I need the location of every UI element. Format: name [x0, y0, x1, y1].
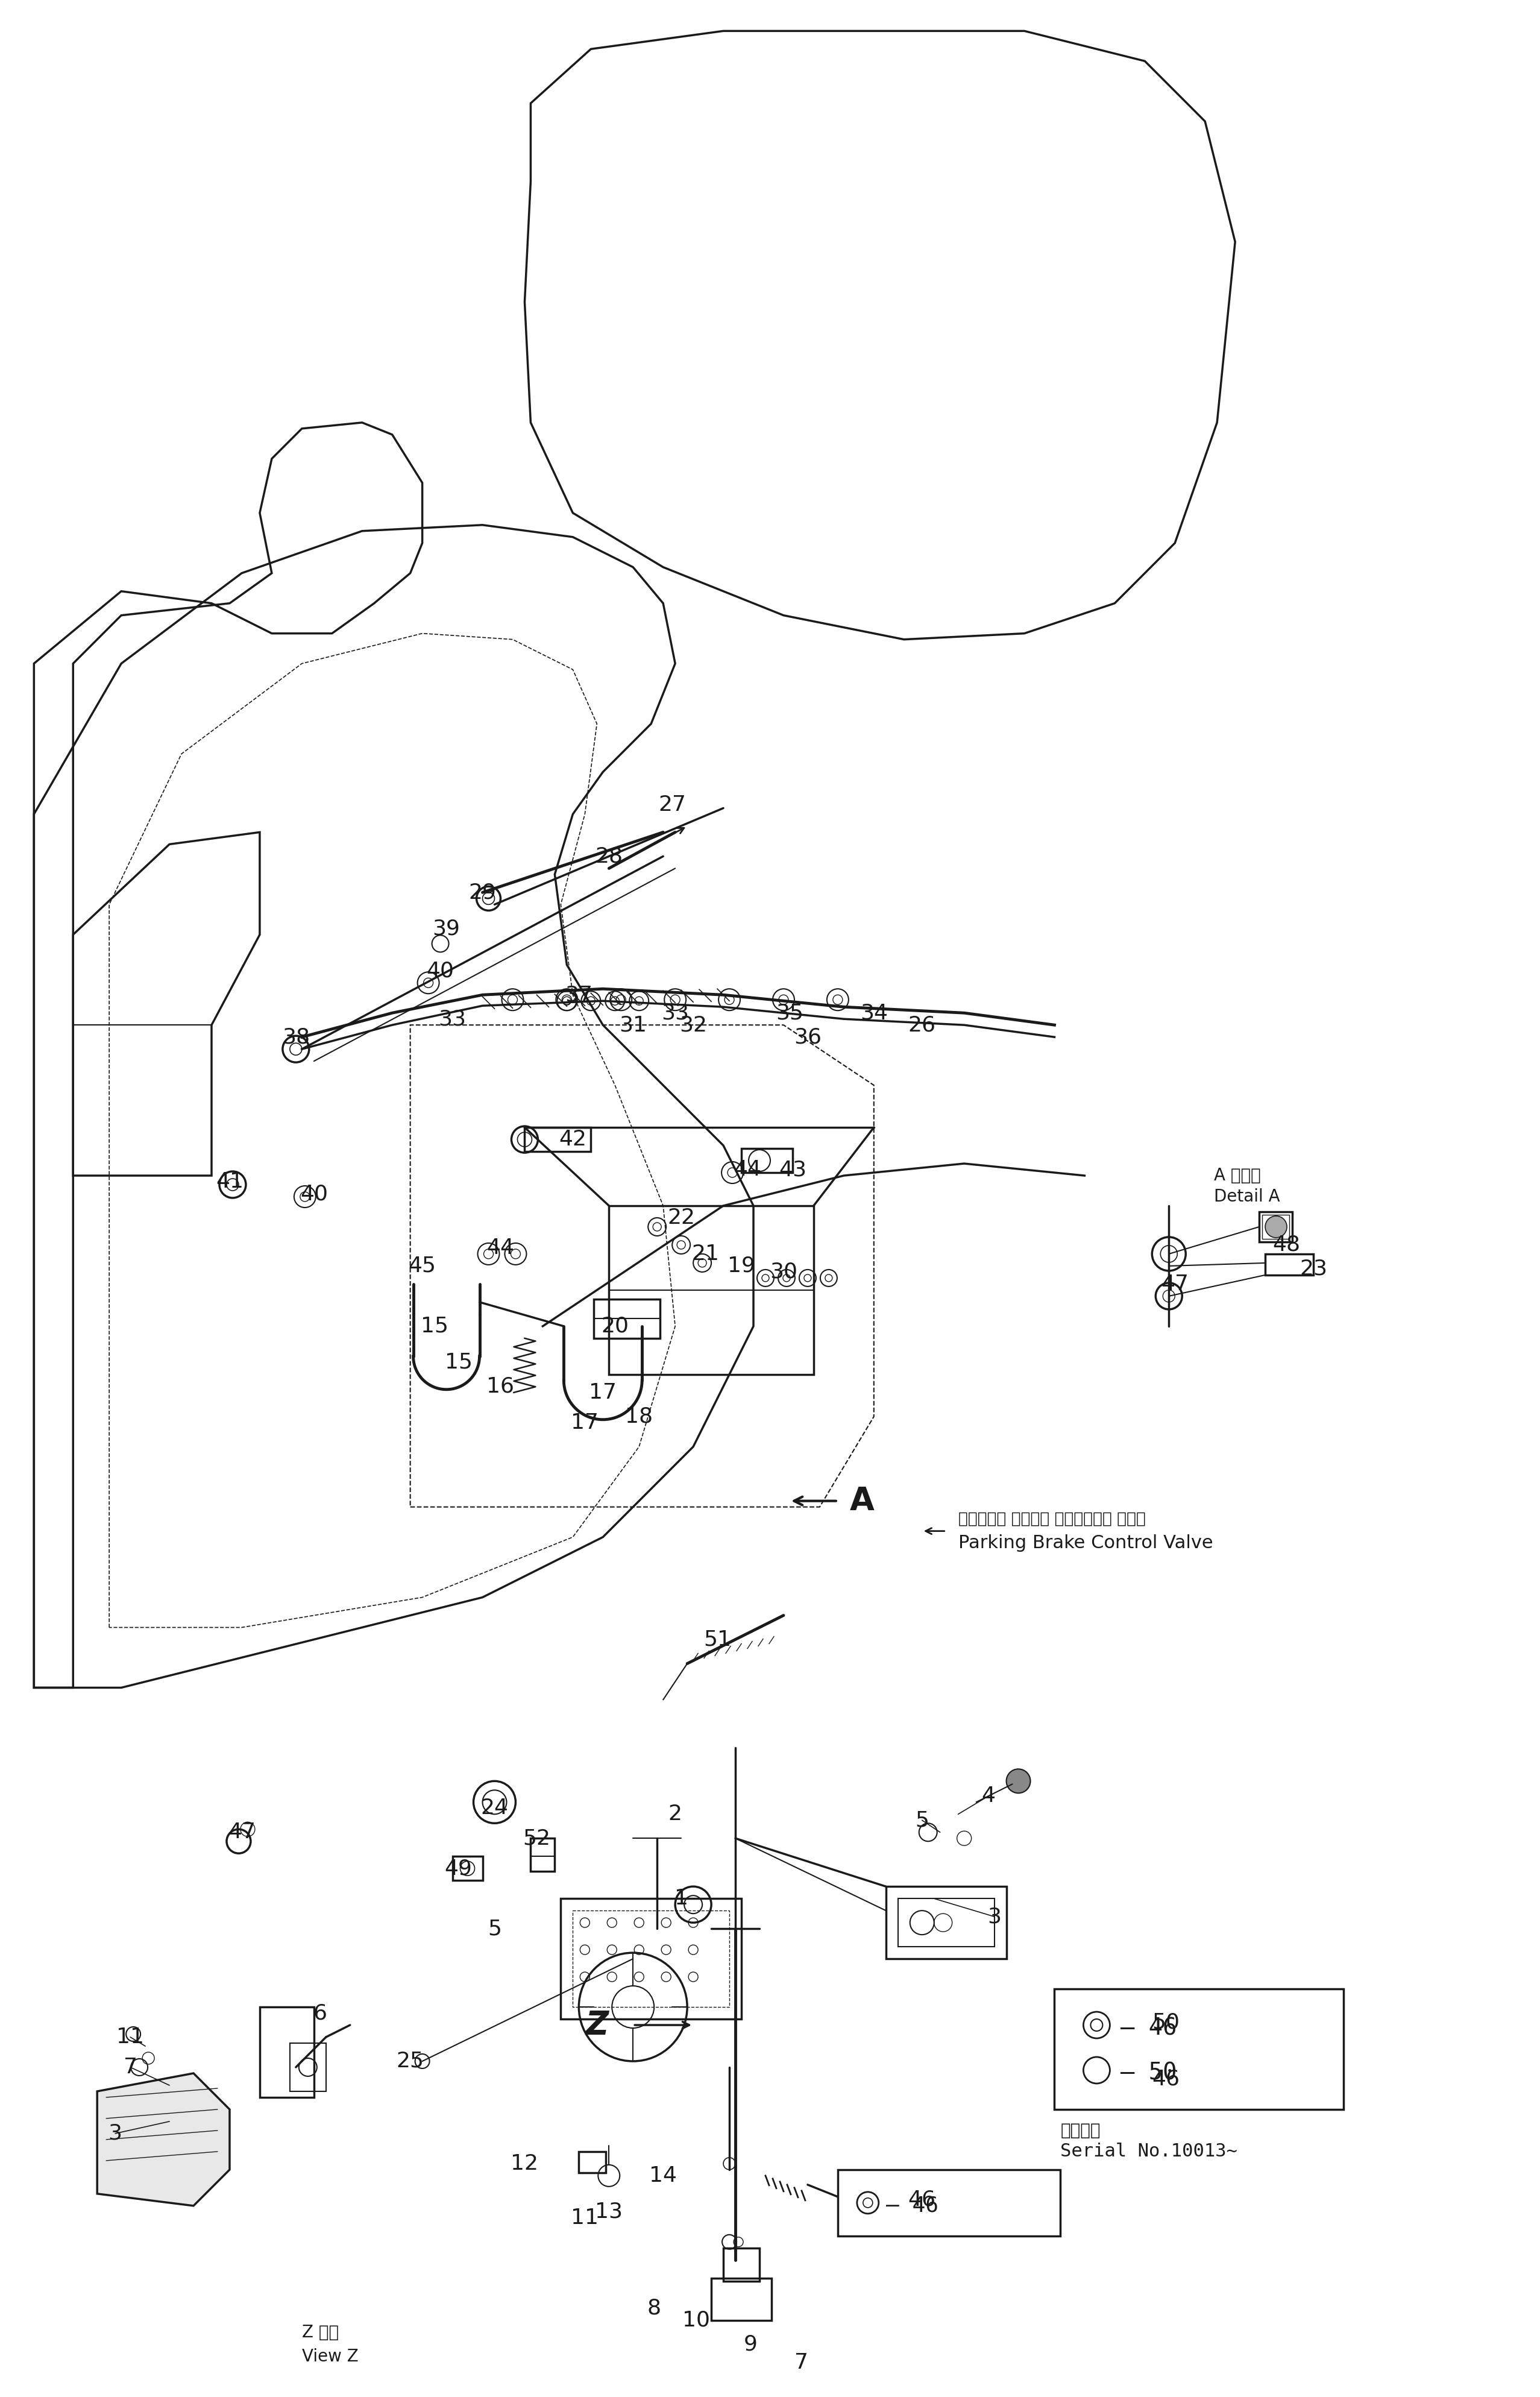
- Text: Z 方向: Z 方向: [302, 2323, 339, 2342]
- Text: 40: 40: [427, 961, 454, 980]
- Text: 32: 32: [679, 1014, 707, 1036]
- Text: 26: 26: [909, 1014, 936, 1036]
- Text: 16: 16: [487, 1376, 514, 1397]
- Text: 14: 14: [650, 2164, 678, 2186]
- Text: 11: 11: [117, 2028, 145, 2047]
- Text: 4: 4: [981, 1786, 995, 1807]
- Text: 6: 6: [313, 2004, 326, 2023]
- Text: 12: 12: [511, 2153, 539, 2174]
- Bar: [1055, 1990, 1343, 2109]
- Text: 2: 2: [668, 1805, 682, 1824]
- Bar: [711, 2277, 772, 2320]
- Text: 51: 51: [704, 1630, 732, 1649]
- Text: 44: 44: [733, 1160, 761, 1179]
- Bar: [531, 1838, 554, 1872]
- Text: 47: 47: [228, 1822, 256, 1843]
- Bar: [608, 1206, 813, 1373]
- Circle shape: [1006, 1769, 1030, 1793]
- Text: 5: 5: [915, 1810, 929, 1831]
- Text: 3: 3: [108, 2124, 122, 2143]
- Text: View Z: View Z: [302, 2349, 359, 2366]
- Text: 21: 21: [691, 1244, 719, 1263]
- Bar: [898, 1898, 995, 1946]
- Text: 29: 29: [468, 882, 496, 904]
- Bar: [453, 1855, 482, 1882]
- Text: 37: 37: [565, 985, 593, 1004]
- Bar: [1266, 1254, 1314, 1275]
- Text: — 46: — 46: [886, 2196, 938, 2217]
- Bar: [579, 2153, 605, 2172]
- Text: 50: 50: [1152, 2011, 1180, 2033]
- Text: 23: 23: [1300, 1258, 1327, 1280]
- Text: 33: 33: [439, 1009, 467, 1028]
- Text: 46: 46: [1152, 2069, 1180, 2090]
- Text: パーキング ブレーキ コントロール ハルフ: パーキング ブレーキ コントロール ハルフ: [958, 1510, 1146, 1527]
- Bar: [290, 2042, 326, 2090]
- Text: — 50: — 50: [1121, 2061, 1177, 2085]
- Text: Serial No.10013~: Serial No.10013~: [1061, 2143, 1238, 2160]
- Bar: [525, 1127, 591, 1151]
- Text: 28: 28: [594, 846, 622, 868]
- Text: 35: 35: [776, 1002, 804, 1024]
- Bar: [260, 2006, 314, 2097]
- Text: 18: 18: [625, 1407, 653, 1426]
- Text: 43: 43: [779, 1160, 807, 1179]
- Text: 34: 34: [859, 1002, 887, 1024]
- Text: 22: 22: [667, 1208, 695, 1227]
- Bar: [838, 2169, 1061, 2236]
- Text: Detail A: Detail A: [1214, 1189, 1280, 1206]
- Bar: [724, 2248, 759, 2282]
- Circle shape: [1266, 1215, 1287, 1237]
- Bar: [886, 1886, 1006, 1958]
- Text: 39: 39: [433, 918, 460, 940]
- Text: 25: 25: [396, 2052, 424, 2071]
- Text: 31: 31: [619, 1014, 647, 1036]
- Text: 47: 47: [1161, 1273, 1189, 1294]
- Polygon shape: [97, 2073, 229, 2205]
- Text: 44: 44: [487, 1237, 514, 1258]
- Text: 45: 45: [408, 1256, 436, 1275]
- Text: 19: 19: [727, 1256, 755, 1275]
- Text: 10: 10: [682, 2311, 710, 2330]
- Text: 7: 7: [795, 2351, 809, 2373]
- Text: 27: 27: [658, 796, 685, 815]
- Text: 8: 8: [647, 2299, 661, 2318]
- Bar: [1260, 1213, 1292, 1242]
- Text: — 46: — 46: [1121, 2016, 1177, 2040]
- Text: 3: 3: [987, 1906, 1001, 1927]
- Text: 7: 7: [123, 2057, 137, 2078]
- Text: 42: 42: [559, 1129, 587, 1151]
- Text: 17: 17: [590, 1383, 618, 1402]
- Text: 33: 33: [661, 1002, 688, 1024]
- Text: 52: 52: [522, 1829, 551, 1848]
- Text: 9: 9: [744, 2335, 758, 2354]
- Text: 1: 1: [675, 1889, 688, 1908]
- Text: 49: 49: [445, 1858, 473, 1879]
- Bar: [741, 1148, 793, 1172]
- Text: 5: 5: [488, 1918, 502, 1939]
- Text: 36: 36: [793, 1026, 821, 1047]
- Bar: [594, 1299, 661, 1338]
- Bar: [561, 1898, 741, 2018]
- Text: A 詳細図: A 詳細図: [1214, 1167, 1261, 1184]
- Bar: [1263, 1215, 1289, 1239]
- Text: 11: 11: [571, 2208, 599, 2229]
- Text: 15: 15: [420, 1316, 448, 1338]
- Bar: [573, 1910, 730, 2006]
- Text: Z: Z: [585, 2009, 608, 2040]
- Text: 17: 17: [571, 1412, 599, 1433]
- Text: 48: 48: [1272, 1234, 1300, 1256]
- Text: 適用号索: 適用号索: [1061, 2121, 1101, 2138]
- Text: 38: 38: [282, 1026, 310, 1047]
- Text: 41: 41: [216, 1172, 243, 1191]
- Text: A: A: [850, 1486, 875, 1517]
- Text: 40: 40: [300, 1184, 328, 1203]
- Text: 30: 30: [770, 1261, 798, 1282]
- Text: 46: 46: [909, 2188, 936, 2210]
- Text: 24: 24: [480, 1798, 508, 1819]
- Text: Parking Brake Control Valve: Parking Brake Control Valve: [958, 1534, 1214, 1551]
- Text: 13: 13: [594, 2200, 622, 2222]
- Text: 20: 20: [601, 1316, 628, 1338]
- Text: 15: 15: [445, 1352, 473, 1373]
